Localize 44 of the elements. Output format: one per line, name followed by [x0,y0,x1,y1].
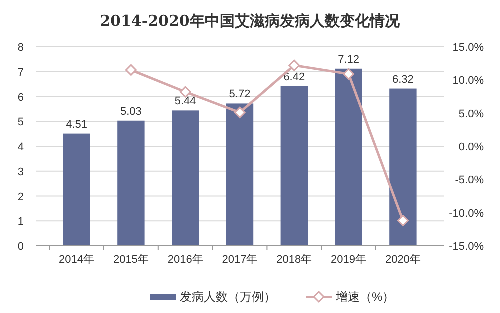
y2-tick-label: -15.0% [449,241,484,253]
bar [335,68,362,246]
x-tick-label: 2019年 [331,254,367,266]
y-tick-label: 7 [18,66,24,79]
bar [226,104,254,246]
data-label: 7.12 [338,54,360,66]
legend-label: 增速（%） [335,290,395,304]
x-tick-label: 2020年 [385,254,421,266]
y-tick-label: 8 [18,42,24,54]
point [397,215,409,227]
legend-label: 发病人数（万例） [180,290,276,304]
y2-tick-label: -5.0% [455,174,484,187]
y-tick-label: 3 [18,166,24,178]
point [288,60,300,72]
bar [280,86,308,246]
data-label: 5.44 [174,96,196,108]
bar [172,110,200,246]
bar [118,120,145,246]
y2-tick-label: 0.0% [458,142,484,154]
y-tick-label: 5 [18,116,24,129]
point [125,64,137,76]
y-tick-label: 6 [18,92,24,104]
point [234,106,246,118]
bar [63,134,90,246]
data-label: 6.32 [392,74,414,86]
data-label: 5.72 [229,88,251,101]
bar [390,88,417,246]
y2-tick-label: 15.0% [452,42,484,54]
y2-tick-label: 5.0% [458,108,484,120]
y-tick-label: 2 [18,191,24,204]
y2-tick-label: -10.0% [449,208,484,220]
x-tick-label: 2017年 [222,254,258,266]
y-tick-label: 4 [18,142,24,154]
x-tick-label: 2015年 [113,254,149,266]
y-tick-label: 0 [18,241,24,253]
y-tick-label: 1 [18,216,24,228]
chart-title: 2014-2020年中国艾滋病发病人数变化情况 [100,12,401,30]
x-tick-label: 2014年 [59,254,95,266]
x-tick-label: 2018年 [276,254,312,266]
data-label: 4.51 [66,118,88,131]
x-tick-label: 2016年 [168,254,204,266]
data-label: 5.03 [120,106,142,118]
y2-tick-label: 10.0% [452,75,484,88]
point [343,68,355,80]
